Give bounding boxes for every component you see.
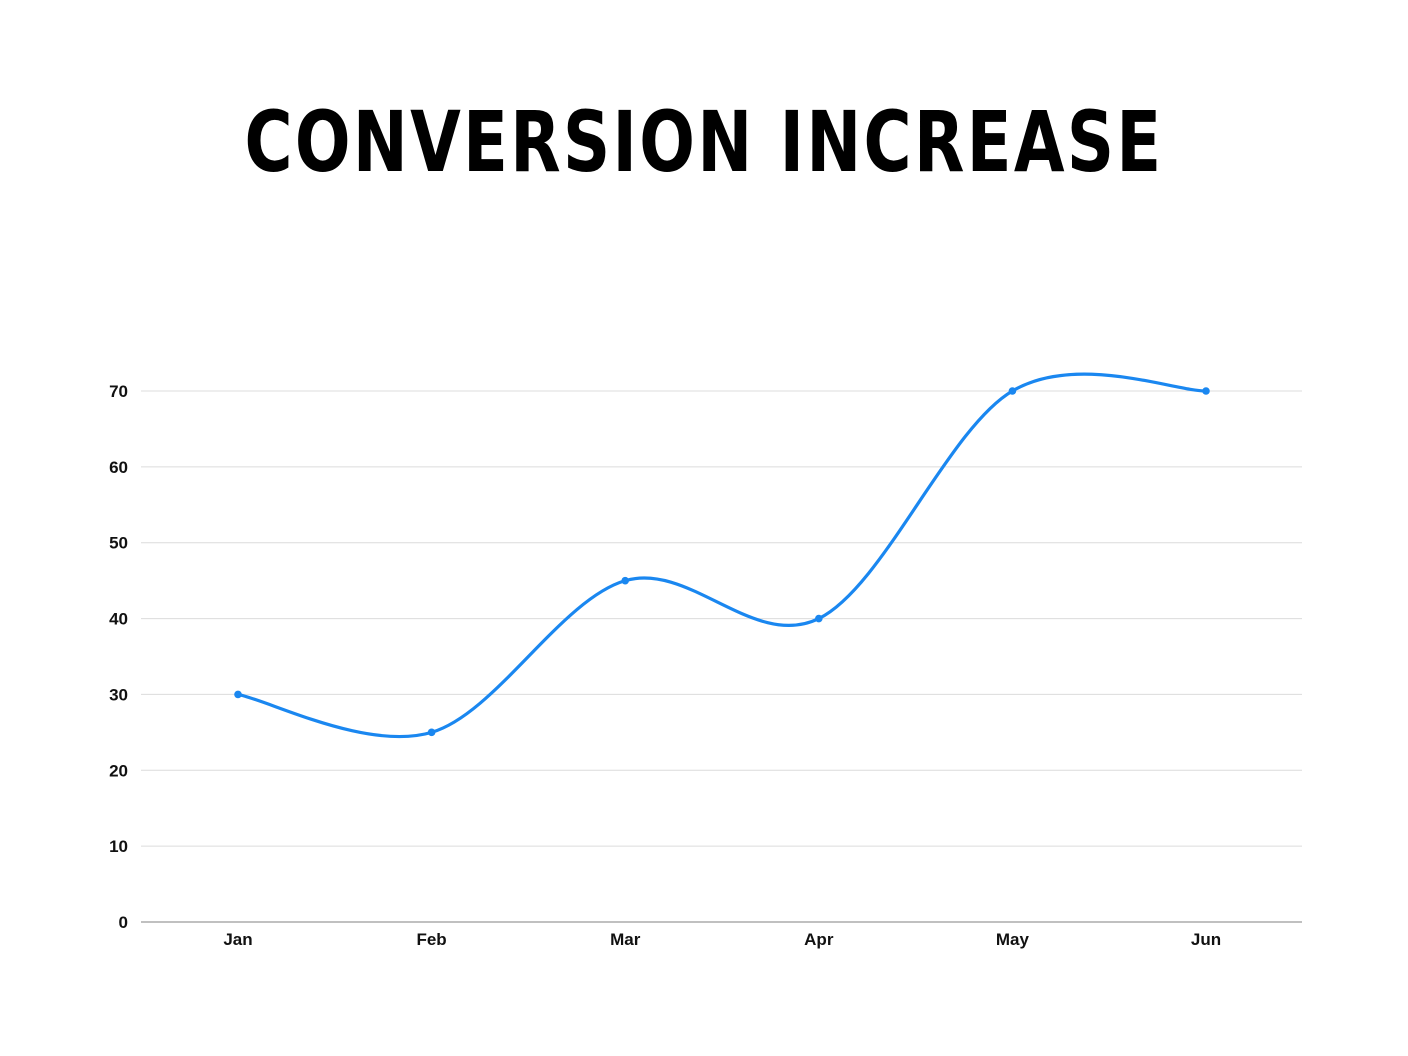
- x-tick-label: May: [996, 930, 1030, 949]
- x-tick-label: Feb: [416, 930, 446, 949]
- x-tick-label: Mar: [610, 930, 641, 949]
- data-point-feb: [427, 728, 436, 737]
- y-tick-label: 50: [109, 534, 128, 553]
- y-tick-label: 10: [109, 837, 128, 856]
- grid-lines: [141, 390, 1302, 923]
- data-point-jan: [234, 690, 242, 699]
- series-layer: [236, 372, 1208, 739]
- y-axis-ticks: 0 10 20 30 40 50 60 70: [109, 382, 128, 932]
- data-point-mar: [621, 576, 629, 585]
- data-point-apr: [815, 614, 823, 623]
- series-line: [236, 372, 1208, 739]
- y-tick-label: 40: [109, 610, 128, 629]
- data-points: [234, 387, 1210, 737]
- x-tick-label: Jan: [223, 930, 252, 949]
- x-tick-label: Jun: [1191, 930, 1221, 949]
- data-point-jun: [1202, 387, 1210, 395]
- x-axis-ticks: Jan Feb Mar Apr May Jun: [223, 930, 1221, 949]
- data-point-may: [1008, 387, 1017, 395]
- x-tick-label: Apr: [804, 930, 834, 949]
- y-tick-label: 30: [109, 685, 128, 704]
- chart-title: CONVERSION INCREASE: [244, 93, 1164, 191]
- y-tick-label: 70: [109, 382, 128, 401]
- y-tick-label: 60: [109, 458, 128, 477]
- y-tick-label: 0: [119, 913, 128, 932]
- y-tick-label: 20: [109, 761, 128, 780]
